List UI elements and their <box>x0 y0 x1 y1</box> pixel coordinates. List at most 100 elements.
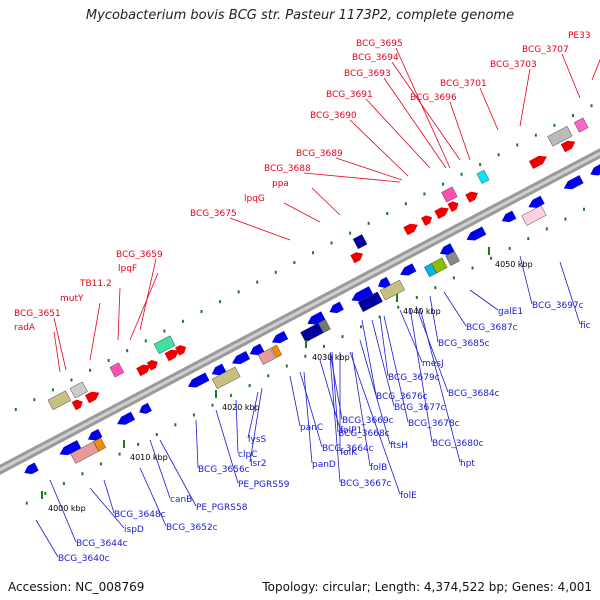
reverse-gene-17 <box>466 226 487 241</box>
tick-dot <box>219 300 222 304</box>
forward-gene-label: lpqF <box>118 264 137 274</box>
kbp-tick-label: 4000 kbp <box>48 504 86 513</box>
tick-dot <box>341 335 344 339</box>
reverse-gene-label: fic <box>580 321 591 331</box>
tick-dot <box>126 349 129 353</box>
tick-dot <box>14 407 17 411</box>
forward-gene-label: ppa <box>272 179 289 189</box>
reverse-leader-line <box>103 479 115 514</box>
forward-box-6 <box>441 186 458 203</box>
forward-gene-label: BCG_3659 <box>116 250 163 260</box>
tick-dot <box>181 319 184 323</box>
reverse-gene-label: hpt <box>460 459 475 469</box>
forward-gene-label: BCG_3690 <box>310 111 357 121</box>
reverse-leader-line <box>371 319 395 407</box>
kbp-tick-label: 4040 kbp <box>403 307 441 316</box>
forward-gene-label: lpqG <box>244 194 265 204</box>
reverse-gene-12 <box>329 301 344 314</box>
reverse-leader-line <box>139 467 167 527</box>
reverse-gene-7 <box>211 363 227 376</box>
reverse-gene-label: BCG_3684c <box>448 389 500 399</box>
forward-leader-line <box>349 119 409 177</box>
tick-dot <box>200 309 203 313</box>
tick-dot <box>33 398 36 402</box>
reverse-gene-label: BCG_3656c <box>198 465 250 475</box>
reverse-gene-1 <box>24 462 39 475</box>
forward-leader-line <box>117 287 121 341</box>
reverse-gene-label: ftsH <box>390 441 408 451</box>
reverse-gene-label: BCG_3644c <box>76 539 128 549</box>
reverse-leader-line <box>379 315 389 377</box>
tick-dot <box>293 261 296 265</box>
tick-dot <box>367 221 370 225</box>
reverse-gene-label: canB <box>170 495 192 505</box>
forward-gene-10 <box>434 207 449 219</box>
reverse-gene-label: BCG_3697c <box>532 301 584 311</box>
genome-backbone <box>0 148 600 475</box>
reverse-leader-line <box>419 307 461 463</box>
forward-gene-label: BCG_3688 <box>264 164 311 174</box>
tick-dot <box>386 212 389 216</box>
reverse-leader-line <box>249 387 263 463</box>
reverse-gene-label: BCG_3687c <box>466 323 518 333</box>
tick-dot <box>497 153 500 157</box>
reverse-gene-label: folB <box>370 463 387 473</box>
reverse-gene-label: galE1 <box>498 307 523 317</box>
kbp-tick-label: 4010 kbp <box>130 453 168 462</box>
reverse-leader-line <box>89 487 125 529</box>
tick-dot <box>460 172 463 176</box>
backbone-highlight <box>0 151 600 472</box>
tick-dot <box>534 133 537 137</box>
reverse-leader-line <box>289 375 301 427</box>
reverse-gene-18 <box>501 210 517 223</box>
forward-gene-3 <box>136 364 151 377</box>
forward-leader-line <box>395 47 451 169</box>
forward-gene-11 <box>447 201 459 212</box>
reverse-gene-label: folE <box>400 491 417 501</box>
forward-box-7 <box>476 169 490 184</box>
forward-leader-line <box>89 302 101 361</box>
tick-dot <box>100 462 103 466</box>
reverse-gene-label: BCG_3677c <box>394 403 446 413</box>
forward-gene-2 <box>84 391 100 404</box>
tick-dot <box>349 231 352 235</box>
reverse-gene-label: BCG_3676c <box>376 392 428 402</box>
reverse-gene-10 <box>271 330 289 344</box>
forward-box-4 <box>153 335 176 355</box>
tick-dot <box>516 143 519 147</box>
reverse-gene-label: BCG_3640c <box>58 554 110 564</box>
reverse-leader-line <box>559 261 581 325</box>
reverse-leader-line <box>299 371 323 448</box>
reverse-box-8 <box>357 291 383 313</box>
tick-dot <box>508 246 511 250</box>
forward-gene-7 <box>350 252 363 264</box>
reverse-box-13 <box>521 205 547 226</box>
reverse-gene-label: BCG_3680c <box>432 439 484 449</box>
tick-dot <box>582 207 585 211</box>
reverse-gene-label: BCG_3664c <box>322 444 374 454</box>
tick-dot <box>137 442 140 446</box>
label-leader-lines <box>35 47 600 558</box>
tick-dot <box>25 501 28 505</box>
forward-gene-5 <box>164 349 180 362</box>
reverse-leader-line <box>329 355 341 483</box>
gene-labels: radA BCG_3651 mutY TB11.2 lpqF BCG_3659 BCG_36… <box>14 31 591 564</box>
reverse-leader-line <box>159 439 197 507</box>
forward-leader-line <box>561 53 581 99</box>
reverse-gene-5 <box>139 402 152 414</box>
forward-leader-line <box>591 58 600 81</box>
forward-box-5 <box>352 234 368 250</box>
reverse-gene-label: panD <box>312 460 336 470</box>
tick-dot <box>304 354 307 358</box>
reverse-leader-line <box>349 351 401 495</box>
tick-dot <box>89 368 92 372</box>
forward-gene-label: BCG_3696 <box>410 93 457 103</box>
forward-leader-line <box>335 157 403 181</box>
reverse-gene-15 <box>400 263 417 276</box>
reverse-leader-line <box>359 339 391 445</box>
forward-gene-label: TB11.2 <box>79 279 112 289</box>
reverse-leader-line <box>303 371 313 464</box>
tick-dot <box>51 388 54 392</box>
